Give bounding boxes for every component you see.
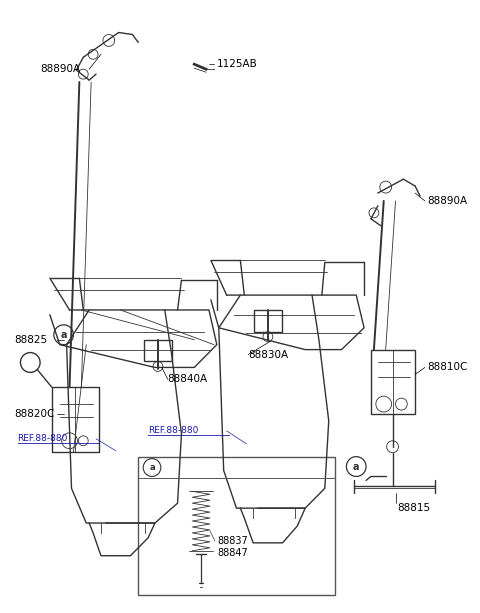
Text: 1125AB: 1125AB: [217, 59, 258, 69]
Text: REF.88-880: REF.88-880: [17, 434, 68, 443]
Text: 88815: 88815: [397, 503, 431, 513]
Bar: [52, 387, 99, 452]
Bar: [144, 340, 172, 362]
Text: 88825: 88825: [14, 335, 48, 345]
Bar: [254, 310, 282, 332]
Text: 88810C: 88810C: [427, 362, 468, 373]
Text: 88837: 88837: [218, 536, 249, 546]
Text: a: a: [353, 462, 360, 471]
Text: a: a: [60, 330, 67, 340]
Text: 88890A: 88890A: [427, 196, 467, 206]
Bar: [138, 457, 335, 595]
Text: 88830A: 88830A: [248, 349, 288, 360]
Text: a: a: [149, 463, 155, 472]
Text: 88840A: 88840A: [168, 375, 208, 384]
Text: 88820C: 88820C: [14, 409, 55, 419]
Text: REF.88-880: REF.88-880: [148, 427, 198, 435]
Text: 88890A: 88890A: [40, 64, 80, 74]
Text: 88847: 88847: [218, 548, 249, 558]
Bar: [371, 349, 415, 414]
